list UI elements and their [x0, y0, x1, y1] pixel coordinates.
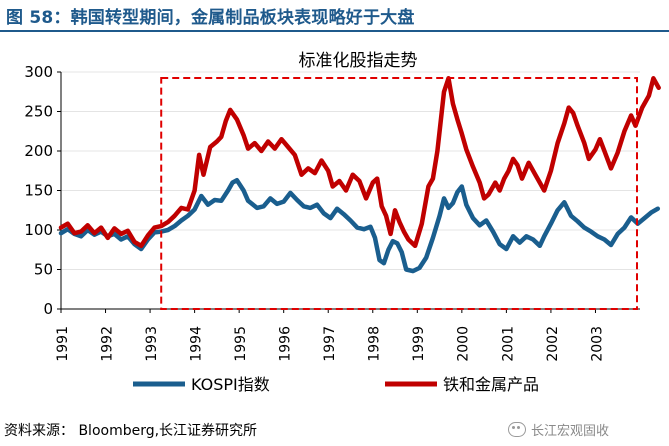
- x-tick-label: 1993: [144, 326, 160, 362]
- x-tick-label: 2001: [500, 326, 516, 362]
- title-divider: [0, 30, 669, 32]
- series-group: [58, 76, 661, 274]
- x-axis: 1991 1992 1993 1994 1995 1996 1997 1998 1999 2000…: [55, 309, 605, 362]
- x-tick-label: 1997: [322, 326, 338, 362]
- y-tick-label: 100: [24, 221, 53, 239]
- watermark: 长江宏观固收: [508, 420, 609, 439]
- y-tick-label: 150: [24, 182, 53, 200]
- source-note: 资料来源： Bloomberg,长江证券研究所: [4, 423, 258, 439]
- x-tick-label: 2000: [456, 326, 472, 362]
- legend: KOSPI指数 铁和金属产品: [133, 375, 539, 394]
- x-tick-label: 1995: [233, 326, 249, 362]
- y-tick-label: 50: [34, 261, 53, 279]
- x-tick-label: 1992: [99, 326, 115, 362]
- y-tick-label: 300: [24, 63, 53, 81]
- x-tick-label: 1991: [55, 326, 71, 362]
- x-tick-label: 1998: [367, 326, 383, 362]
- wechat-icon: [508, 422, 526, 437]
- chart-title: 标准化股指走势: [299, 51, 418, 71]
- y-tick-label: 250: [24, 103, 53, 121]
- y-axis: 0 50 100 150 200 250 300: [24, 63, 61, 318]
- x-tick-label: 2003: [589, 326, 605, 362]
- y-tick-label: 0: [43, 300, 53, 318]
- x-tick-label: 1994: [189, 326, 205, 362]
- y-tick-label: 200: [24, 142, 53, 160]
- watermark-text: 长江宏观固收: [531, 424, 610, 439]
- x-tick-label: 1996: [278, 326, 294, 362]
- series-line-metals: [58, 76, 661, 249]
- x-tick-label: 2002: [545, 326, 561, 362]
- highlight-box: [160, 77, 638, 310]
- x-tick-label: 1999: [411, 326, 427, 362]
- legend-label-kospi: KOSPI指数: [191, 375, 270, 394]
- series-line-kospi: [58, 177, 661, 274]
- figure-title: 图 58：韩国转型期间，金属制品板块表现略好于大盘: [6, 8, 415, 28]
- legend-label-metals: 铁和金属产品: [443, 375, 539, 394]
